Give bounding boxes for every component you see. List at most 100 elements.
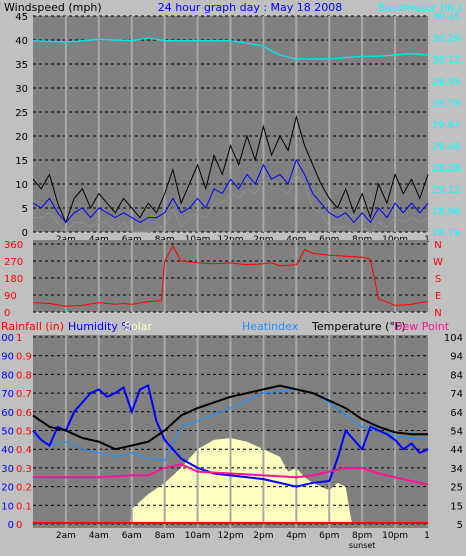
- temp-time-label: 4pm: [286, 531, 306, 541]
- humidity-tick-label: 90: [1, 352, 14, 363]
- direction-tick-label: 360: [4, 240, 23, 251]
- windspeed-tick-label: 25: [15, 108, 28, 119]
- compass-tick-label: E: [435, 291, 441, 302]
- temp-time-label: 8am: [155, 531, 175, 541]
- legend-solar: Solar: [124, 320, 153, 333]
- barometer-tick-label: 30.45: [432, 12, 461, 23]
- rainfall-tick-label: 0.4: [16, 445, 32, 456]
- temperature-tick-label: 84: [450, 370, 463, 381]
- dewpoint-line: [33, 463, 429, 486]
- temperature-tick-label: 34: [450, 464, 463, 475]
- barometer-tick-label: 29.46: [432, 142, 461, 153]
- temp-time-label: 2pm: [253, 531, 273, 541]
- windspeed-tick-label: 10: [15, 180, 28, 191]
- rainfall-tick-label: 1: [16, 333, 22, 344]
- rainfall-tick-label: 0.1: [16, 501, 32, 512]
- temperature-tick-label: 44: [450, 445, 463, 456]
- legend-rainfall: Rainfall (in): [1, 320, 64, 333]
- temperature-axis: 5 15 25 34 44 54 64 74 84 94 104: [444, 333, 463, 531]
- windspeed-tick-label: 35: [15, 60, 28, 71]
- rainfall-tick-label: 0.2: [16, 483, 32, 494]
- humidity-line: [32, 384, 429, 488]
- rainfall-tick-label: 0.5: [16, 427, 32, 438]
- wind-extra-line: [33, 173, 429, 233]
- barometer-tick-label: 29.79: [432, 98, 461, 109]
- temperature-tick-label: 64: [450, 408, 463, 419]
- temperature-tick-label: 25: [450, 483, 463, 494]
- rainfall-tick-label: 0.8: [16, 370, 32, 381]
- direction-axis: 0 90 180 270 360: [4, 240, 23, 319]
- windspeed-tick-label: 5: [22, 204, 28, 215]
- direction-grid: [33, 240, 428, 313]
- temp-time-label: 8pm: [352, 531, 372, 541]
- rainfall-tick-label: 0.6: [16, 408, 32, 419]
- temperature-tick-label: 74: [450, 389, 463, 400]
- rainfall-tick-label: 0.9: [16, 352, 32, 363]
- barometer-axis-title: Barometer (in.): [378, 1, 462, 14]
- temp-time-label: 6pm: [319, 531, 339, 541]
- direction-line: [32, 244, 429, 307]
- humidity-tick-label: 100: [0, 333, 14, 344]
- temperature-tick-label: 15: [450, 501, 463, 512]
- barometer-tick-label: 28.79: [432, 228, 461, 239]
- barometer-tick-label: 29.62: [432, 120, 461, 131]
- temperature-tick-label: 54: [450, 427, 463, 438]
- windspeed-tick-label: 40: [15, 36, 28, 47]
- legend-heatindex: Heatindex: [242, 320, 299, 333]
- windspeed-tick-label: 20: [15, 132, 28, 143]
- graph-title: 24 hour graph day : May 18 2008: [158, 1, 343, 14]
- compass-tick-label: S: [435, 274, 441, 285]
- legend-humidity: Humidity %: [68, 320, 132, 333]
- compass-tick-label: N: [434, 308, 441, 319]
- temp-time-label: 2am: [56, 531, 76, 541]
- windspeed-axis-title: Windspeed (mph): [4, 1, 102, 14]
- windspeed-tick-label: 30: [15, 84, 28, 95]
- windspeed-axis: 0 5 10 15 20 25 30 35 40 45: [15, 12, 28, 239]
- humidity-axis: 0 10 20 30 40 50 60 70 80 90 100: [0, 333, 14, 531]
- temp-time-label: 12pm: [218, 531, 244, 541]
- rainfall-tick-label: 0: [16, 520, 22, 531]
- humidity-tick-label: 40: [1, 445, 14, 456]
- temp-time-label: 6am: [122, 531, 142, 541]
- temperature-tick-label: 104: [444, 333, 463, 344]
- barometer-axis: 28.79 28.96 29.12 29.29 29.46 29.62 29.79 29.95…: [432, 12, 461, 239]
- rainfall-tick-label: 0.7: [16, 389, 32, 400]
- humidity-tick-label: 0: [8, 520, 14, 531]
- barometer-tick-label: 30.12: [432, 55, 461, 66]
- wind-time-grid: [64, 16, 397, 232]
- temperature-tick-label: 5: [457, 520, 463, 531]
- barometer-line: [32, 37, 429, 60]
- temp-end-tick: 1: [424, 531, 430, 541]
- legend-temperature: Temperature (°F): [311, 320, 406, 333]
- barometer-tick-label: 29.29: [432, 163, 461, 174]
- temperature-tick-label: 94: [450, 352, 463, 363]
- humidity-tick-label: 30: [1, 464, 14, 475]
- temperature-line: [32, 384, 428, 451]
- rainfall-tick-label: 0.3: [16, 464, 32, 475]
- temp-time-axis: 2am 4am 6am 8am 10am 12pm 2pm 4pm 6pm 8pm 10pm suns…: [56, 531, 430, 550]
- barometer-tick-label: 29.95: [432, 77, 461, 88]
- rainfall-axis: 0 0.1 0.2 0.3 0.4 0.5 0.6 0.7 0.8 0.9 1: [16, 333, 32, 531]
- barometer-tick-label: 30.29: [432, 34, 461, 45]
- direction-tick-label: 0: [4, 308, 10, 319]
- windspeed-tick-label: 15: [15, 156, 28, 167]
- humidity-tick-label: 20: [1, 483, 14, 494]
- humidity-tick-label: 50: [1, 427, 14, 438]
- compass-tick-label: N: [434, 240, 441, 251]
- windspeed-tick-label: 0: [22, 228, 28, 239]
- temp-sunset-label: sunset: [349, 541, 376, 550]
- humidity-tick-label: 10: [1, 501, 14, 512]
- temp-time-label: 10pm: [382, 531, 408, 541]
- legend-dewpoint: Dew Point: [394, 320, 450, 333]
- windspeed-tick-label: 45: [15, 12, 28, 23]
- temp-time-label: 4am: [89, 531, 109, 541]
- direction-tick-label: 270: [4, 257, 23, 268]
- compass-tick-label: W: [433, 257, 443, 268]
- wind-average-line: [32, 158, 429, 224]
- barometer-tick-label: 28.96: [432, 206, 461, 217]
- direction-tick-label: 180: [4, 274, 23, 285]
- wind-gust-line: [32, 114, 429, 224]
- barometer-tick-label: 29.12: [432, 185, 461, 196]
